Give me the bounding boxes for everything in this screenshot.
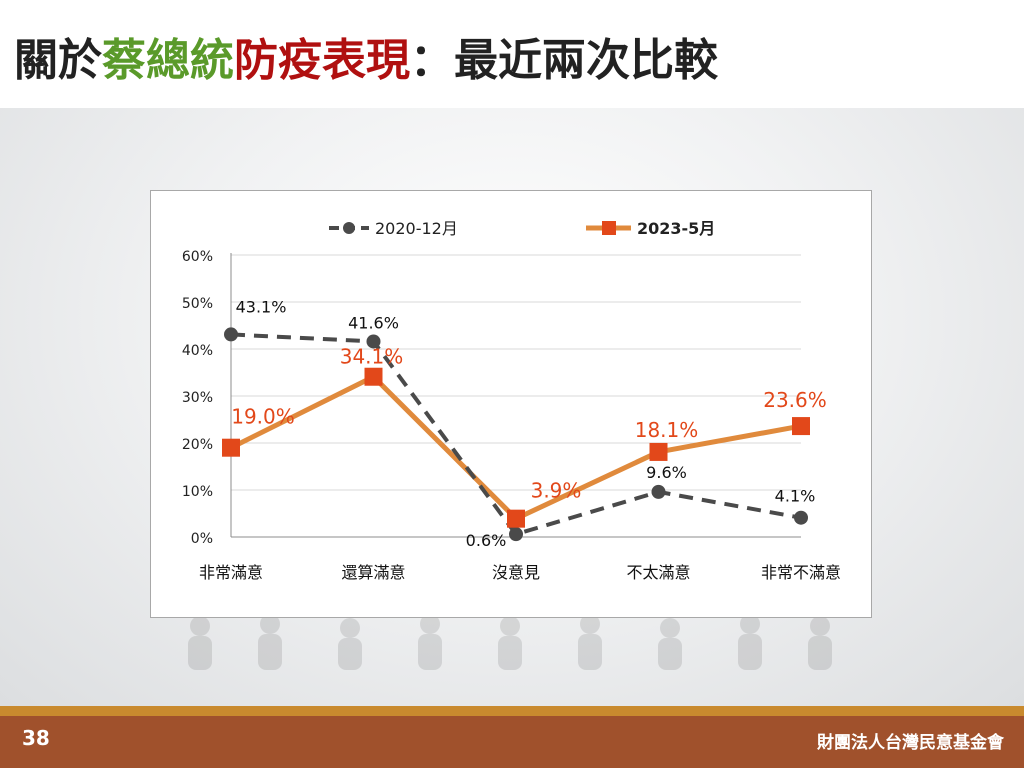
organization-name: 財團法人台灣民意基金會 (817, 733, 1004, 753)
page-title: 關於蔡總統防疫表現：最近兩次比較 (14, 26, 718, 96)
x-tick-label: 非常不滿意 (761, 563, 841, 582)
point-2023-5 (507, 509, 525, 528)
data-label-2023-5: 23.6% (763, 388, 827, 412)
y-tick-label: 10% (182, 484, 213, 500)
title-part-about: 關於 (14, 35, 102, 86)
data-label-2020-12: 43.1% (236, 297, 287, 316)
series-lines (229, 332, 802, 537)
point-2023-5 (364, 367, 383, 386)
title-part-comparison: ：最近兩次比較 (410, 35, 718, 86)
y-tick-label: 20% (182, 437, 213, 453)
data-label-2023-5: 34.1% (340, 345, 404, 369)
x-tick-label: 還算滿意 (341, 563, 405, 582)
data-label-2023-5: 19.0% (231, 405, 295, 429)
legend-marker-2020-12 (343, 222, 355, 234)
y-tick-label: 30% (182, 390, 213, 406)
series-line-2023-5 (229, 374, 802, 522)
data-label-2020-12: 41.6% (348, 313, 399, 332)
y-tick-label: 40% (182, 343, 213, 359)
data-label-2020-12: 4.1% (775, 487, 816, 506)
crowd-silhouette-decoration (188, 614, 832, 670)
x-tick-label: 沒意見 (492, 563, 540, 582)
legend: 2020-12月 2023-5月 (329, 219, 715, 238)
page-number: 38 (22, 726, 50, 750)
x-tick-label: 非常滿意 (199, 563, 263, 582)
data-label-2020-12: 0.6% (466, 531, 507, 550)
point-2023-5 (222, 438, 240, 457)
legend-label-2020-12: 2020-12月 (375, 219, 458, 238)
footer-bar (0, 706, 1024, 768)
series-markers (222, 327, 810, 542)
data-labels: 43.1% 41.6% 0.6% 9.6% 4.1% 19.0% 34.1% 3.9% 18.1… (231, 297, 827, 550)
data-label-2023-5: 18.1% (635, 418, 699, 442)
title-part-pandemic: 防疫表現 (234, 35, 410, 86)
y-tick-label: 60% (182, 249, 213, 265)
legend-marker-2023-5 (602, 221, 616, 235)
point-2020-12 (651, 484, 666, 499)
x-tick-label: 不太滿意 (626, 563, 690, 582)
line-chart: 0% 10% 20% 30% 40% 50% 60% 非常滿意 還算滿意 沒意見 不太滿意 非常不滿意… (182, 219, 841, 582)
gridlines (231, 254, 801, 491)
y-tick-label: 50% (182, 296, 213, 312)
point-2020-12 (794, 510, 808, 525)
point-2023-5 (649, 442, 668, 461)
series-line-2020-12 (230, 332, 802, 537)
point-2020-12 (224, 327, 238, 342)
legend-label-2023-5: 2023-5月 (637, 219, 715, 238)
point-2020-12 (366, 334, 381, 349)
title-part-president: 蔡總統 (102, 35, 234, 86)
point-2023-5 (792, 417, 810, 436)
point-2020-12 (509, 527, 523, 542)
y-tick-label: 0% (191, 531, 213, 547)
data-label-2020-12: 9.6% (646, 463, 687, 482)
data-label-2023-5: 3.9% (531, 479, 582, 503)
chart-panel: 0% 10% 20% 30% 40% 50% 60% 非常滿意 還算滿意 沒意見 不太滿意 非常不滿意… (150, 190, 872, 618)
